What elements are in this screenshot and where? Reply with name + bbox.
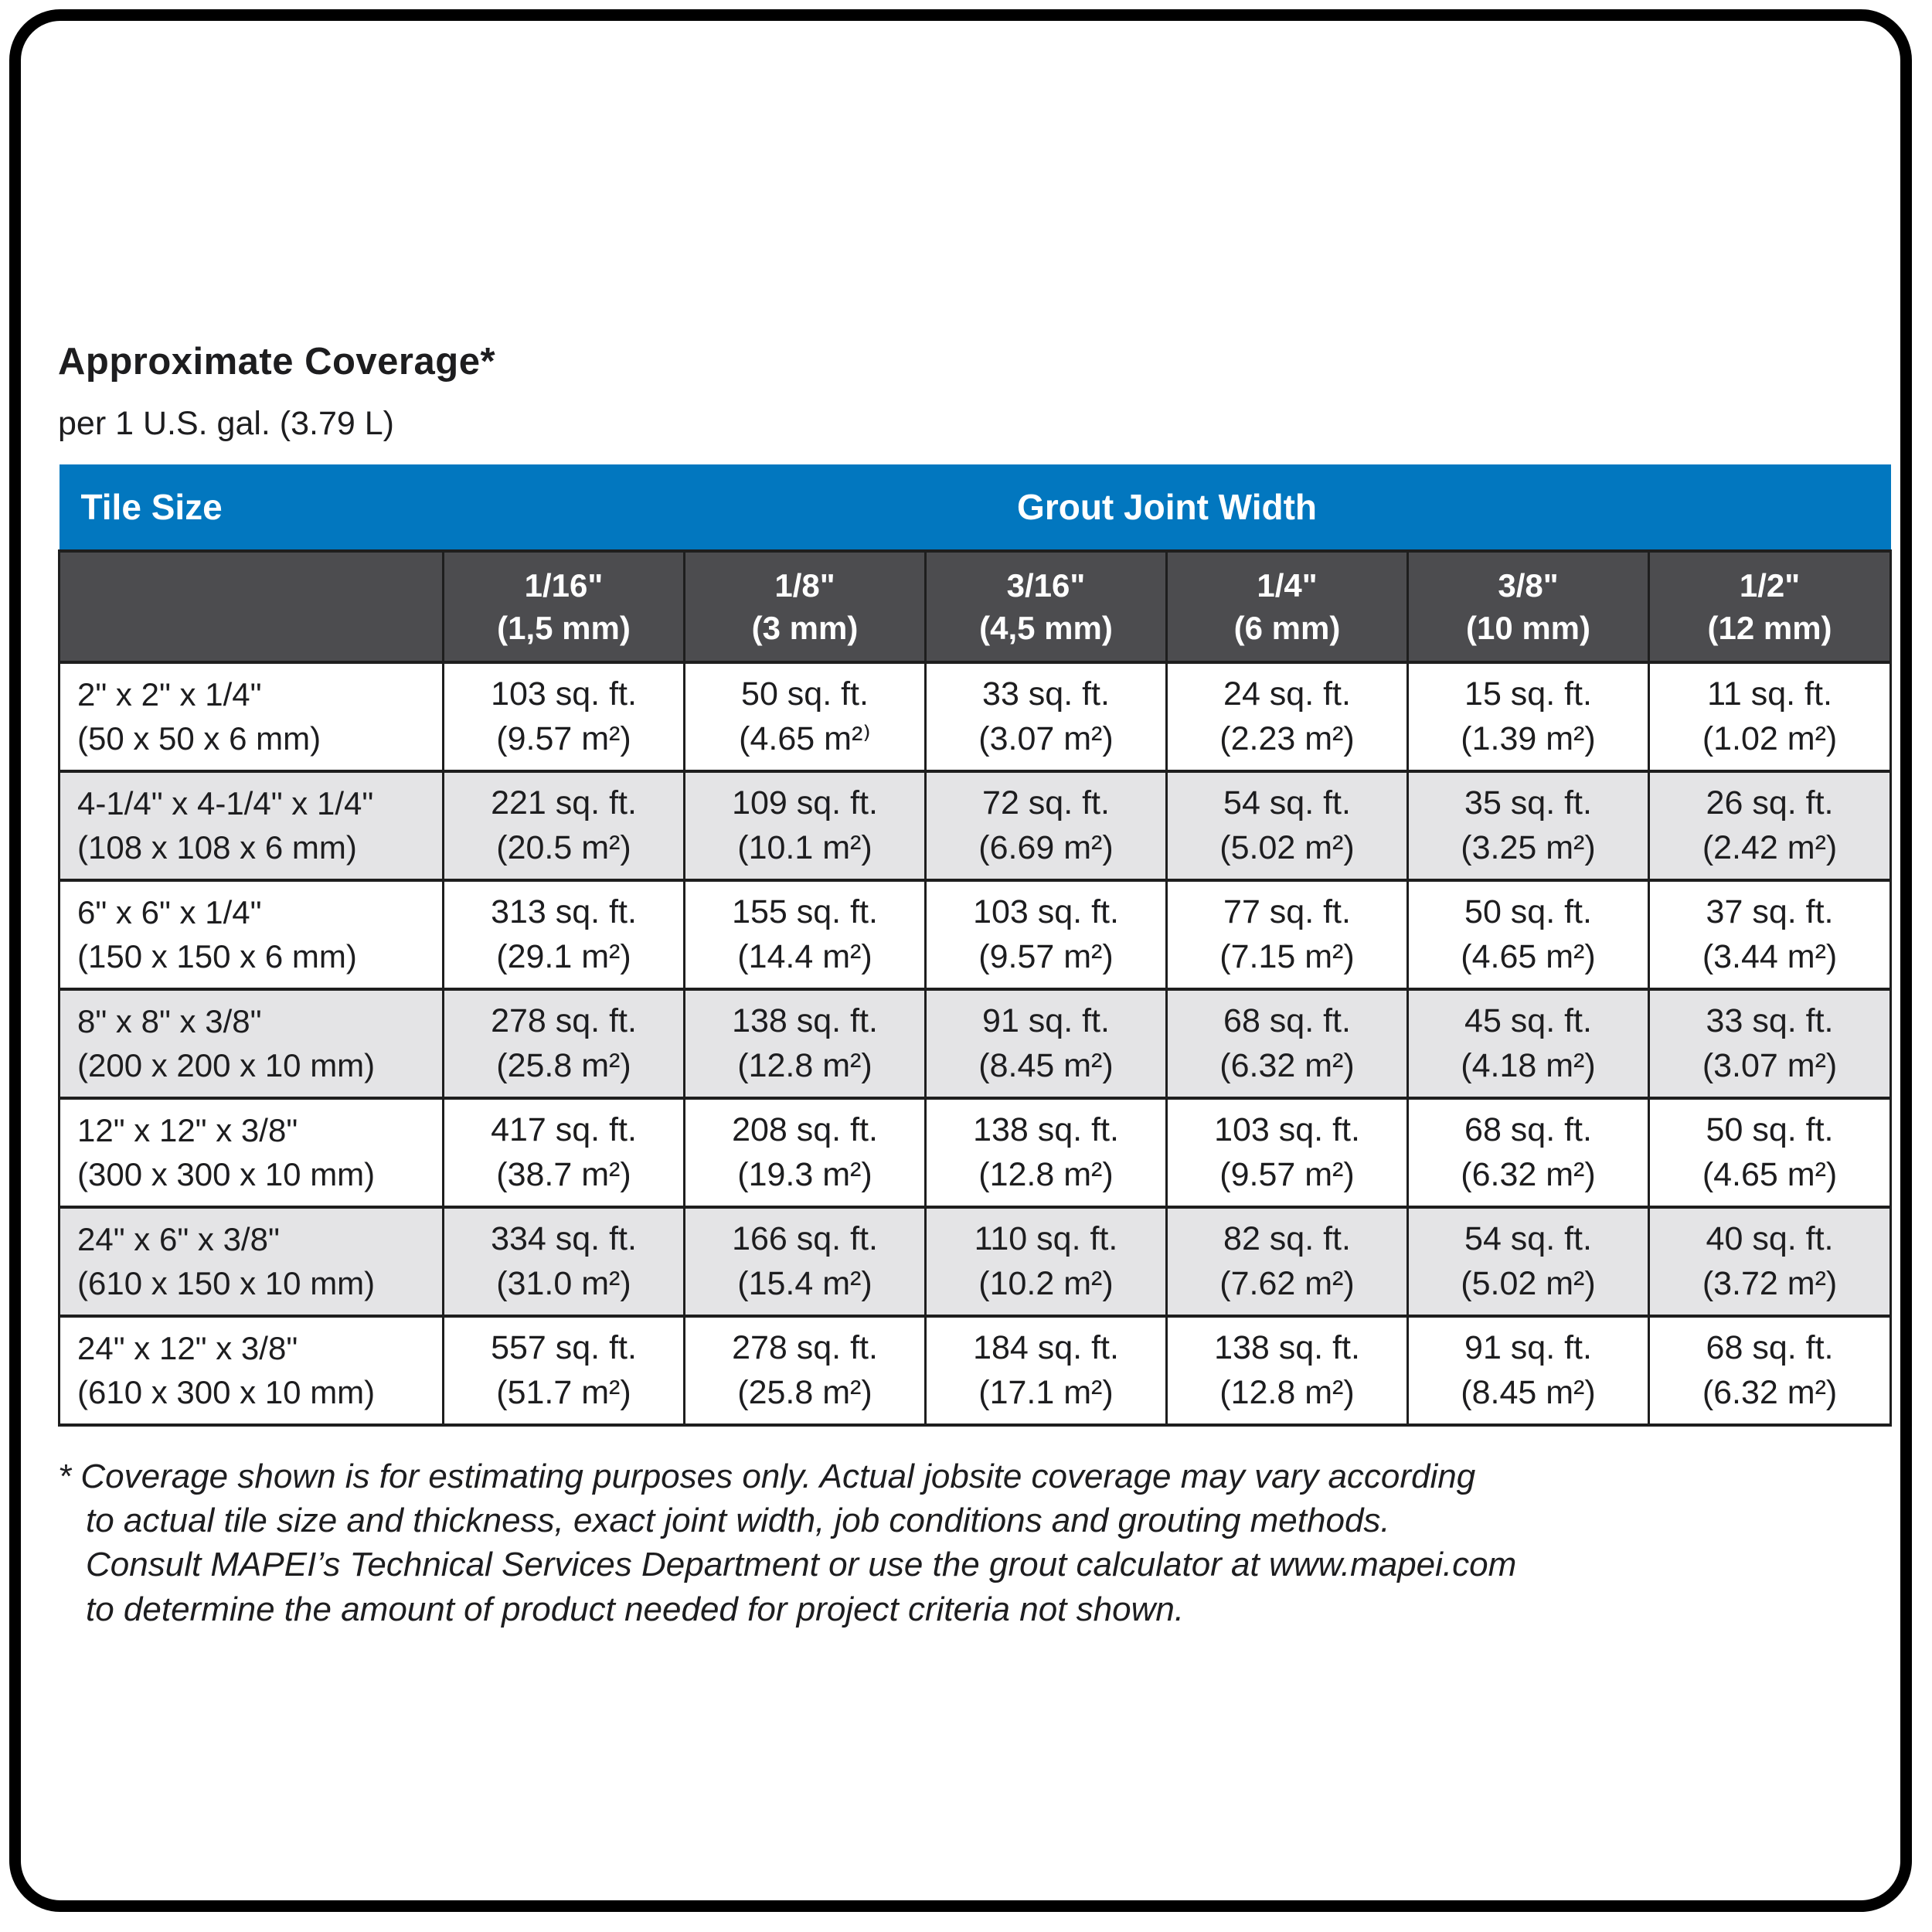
- coverage-cell: 184 sq. ft. (17.1 m²): [924, 1315, 1168, 1427]
- coverage-cell: 155 sq. ft. (14.4 m²): [683, 879, 927, 991]
- table-row: 12" x 12" x 3/8" (300 x 300 x 10 mm) 417…: [58, 1097, 1893, 1209]
- coverage-cell: 33 sq. ft. (3.07 m²): [1647, 988, 1893, 1100]
- coverage-cell: 138 sq. ft. (12.8 m²): [683, 988, 927, 1100]
- table-header-group-row: Tile Size Grout Joint Width: [59, 464, 1891, 551]
- coverage-cell: 50 sq. ft. (4.65 m²⁾: [683, 661, 927, 773]
- coverage-cell: 37 sq. ft. (3.44 m²): [1647, 879, 1893, 991]
- grout-joint-width-header: Grout Joint Width: [443, 464, 1891, 551]
- coverage-cell: 77 sq. ft. (7.15 m²): [1165, 879, 1409, 991]
- coverage-cell: 91 sq. ft. (8.45 m²): [924, 988, 1168, 1100]
- tile-size-cell: 24" x 6" x 3/8" (610 x 150 x 10 mm): [58, 1206, 444, 1318]
- coverage-cell: 138 sq. ft. (12.8 m²): [1165, 1315, 1409, 1427]
- table-row: 4-1/4" x 4-1/4" x 1/4" (108 x 108 x 6 mm…: [58, 770, 1893, 882]
- coverage-cell: 54 sq. ft. (5.02 m²): [1165, 770, 1409, 882]
- rounded-page-border: [9, 9, 1912, 1912]
- table-row: 2" x 2" x 1/4" (50 x 50 x 6 mm) 103 sq. …: [58, 661, 1893, 773]
- coverage-cell: 103 sq. ft. (9.57 m²): [1165, 1097, 1409, 1209]
- column-header-1-8in: 1/8" (3 mm): [683, 549, 927, 664]
- table-row: 8" x 8" x 3/8" (200 x 200 x 10 mm) 278 s…: [58, 988, 1893, 1100]
- coverage-cell: 54 sq. ft. (5.02 m²): [1406, 1206, 1650, 1318]
- coverage-cell: 221 sq. ft. (20.5 m²): [442, 770, 685, 882]
- coverage-cell: 110 sq. ft. (10.2 m²): [924, 1206, 1168, 1318]
- coverage-cell: 45 sq. ft. (4.18 m²): [1406, 988, 1650, 1100]
- coverage-cell: 109 sq. ft. (10.1 m²): [683, 770, 927, 882]
- coverage-footnote: * Coverage shown is for estimating purpo…: [58, 1458, 1517, 1628]
- coverage-cell: 278 sq. ft. (25.8 m²): [683, 1315, 927, 1427]
- coverage-cell: 50 sq. ft. (4.65 m²): [1647, 1097, 1893, 1209]
- coverage-cell: 82 sq. ft. (7.62 m²): [1165, 1206, 1409, 1318]
- table-row: 6" x 6" x 1/4" (150 x 150 x 6 mm) 313 sq…: [58, 879, 1893, 991]
- coverage-cell: 24 sq. ft. (2.23 m²): [1165, 661, 1409, 773]
- coverage-cell: 313 sq. ft. (29.1 m²): [442, 879, 685, 991]
- coverage-cell: 103 sq. ft. (9.57 m²): [442, 661, 685, 773]
- tile-size-header: Tile Size: [59, 464, 444, 551]
- coverage-cell: 50 sq. ft. (4.65 m²): [1406, 879, 1650, 991]
- tile-size-cell: 6" x 6" x 1/4" (150 x 150 x 6 mm): [58, 879, 444, 991]
- page-subtitle: per 1 U.S. gal. (3.79 L): [58, 405, 394, 442]
- table-row: 24" x 6" x 3/8" (610 x 150 x 10 mm) 334 …: [58, 1206, 1893, 1318]
- coverage-cell: 417 sq. ft. (38.7 m²): [442, 1097, 685, 1209]
- column-header-1-16in: 1/16" (1,5 mm): [442, 549, 685, 664]
- coverage-cell: 557 sq. ft. (51.7 m²): [442, 1315, 685, 1427]
- column-header-3-16in: 3/16" (4,5 mm): [924, 549, 1168, 664]
- coverage-cell: 166 sq. ft. (15.4 m²): [683, 1206, 927, 1318]
- page-title: Approximate Coverage*: [58, 341, 496, 383]
- coverage-cell: 11 sq. ft. (1.02 m²): [1647, 661, 1893, 773]
- tile-size-cell: 24" x 12" x 3/8" (610 x 300 x 10 mm): [58, 1315, 444, 1427]
- coverage-cell: 35 sq. ft. (3.25 m²): [1406, 770, 1650, 882]
- coverage-cell: 72 sq. ft. (6.69 m²): [924, 770, 1168, 882]
- coverage-cell: 33 sq. ft. (3.07 m²): [924, 661, 1168, 773]
- coverage-cell: 91 sq. ft. (8.45 m²): [1406, 1315, 1650, 1427]
- coverage-cell: 138 sq. ft. (12.8 m²): [924, 1097, 1168, 1209]
- coverage-cell: 15 sq. ft. (1.39 m²): [1406, 661, 1650, 773]
- tile-size-cell: 4-1/4" x 4-1/4" x 1/4" (108 x 108 x 6 mm…: [58, 770, 444, 882]
- empty-header-cell: [58, 549, 444, 664]
- coverage-cell: 68 sq. ft. (6.32 m²): [1406, 1097, 1650, 1209]
- tile-size-cell: 8" x 8" x 3/8" (200 x 200 x 10 mm): [58, 988, 444, 1100]
- tile-size-cell: 2" x 2" x 1/4" (50 x 50 x 6 mm): [58, 661, 444, 773]
- column-header-1-2in: 1/2" (12 mm): [1647, 549, 1893, 664]
- coverage-cell: 208 sq. ft. (19.3 m²): [683, 1097, 927, 1209]
- column-header-1-4in: 1/4" (6 mm): [1165, 549, 1409, 664]
- coverage-cell: 26 sq. ft. (2.42 m²): [1647, 770, 1893, 882]
- coverage-cell: 68 sq. ft. (6.32 m²): [1647, 1315, 1893, 1427]
- table-header-columns-row: 1/16" (1,5 mm) 1/8" (3 mm) 3/16" (4,5 mm…: [58, 549, 1893, 664]
- coverage-table: Tile Size Grout Joint Width 1/16" (1,5 m…: [58, 464, 1893, 1427]
- coverage-cell: 40 sq. ft. (3.72 m²): [1647, 1206, 1893, 1318]
- coverage-cell: 334 sq. ft. (31.0 m²): [442, 1206, 685, 1318]
- column-header-3-8in: 3/8" (10 mm): [1406, 549, 1650, 664]
- coverage-cell: 278 sq. ft. (25.8 m²): [442, 988, 685, 1100]
- coverage-cell: 103 sq. ft. (9.57 m²): [924, 879, 1168, 991]
- tile-size-cell: 12" x 12" x 3/8" (300 x 300 x 10 mm): [58, 1097, 444, 1209]
- coverage-cell: 68 sq. ft. (6.32 m²): [1165, 988, 1409, 1100]
- table-row: 24" x 12" x 3/8" (610 x 300 x 10 mm) 557…: [58, 1315, 1893, 1427]
